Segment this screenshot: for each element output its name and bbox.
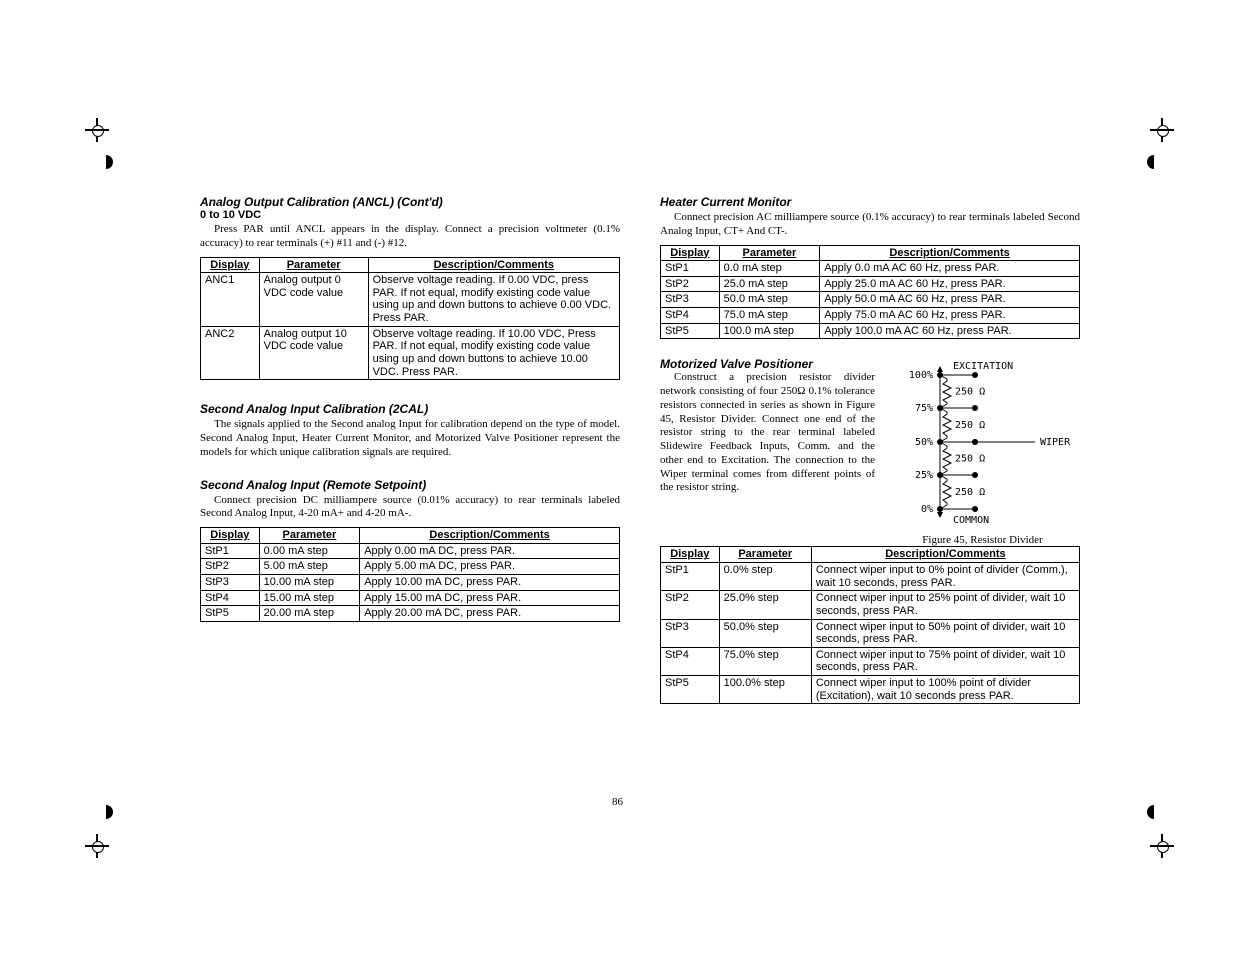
second-input-heading: Second Analog Input (Remote Setpoint) (200, 478, 620, 492)
ancl-table: DisplayParameterDescription/CommentsANC1… (200, 257, 620, 381)
second-input-table: DisplayParameterDescription/CommentsStP1… (200, 527, 620, 622)
second-input-body: Connect precision DC milliampere source … (200, 494, 620, 522)
page-number: 86 (0, 796, 1235, 808)
svg-text:25%: 25% (915, 470, 933, 481)
ancl-subheading: 0 to 10 VDC (200, 209, 620, 221)
heater-table: DisplayParameterDescription/CommentsStP1… (660, 245, 1080, 340)
figure-caption: Figure 45, Resistor Divider (885, 534, 1080, 546)
crop-mark (1150, 834, 1174, 858)
svg-text:EXCITATION: EXCITATION (953, 361, 1013, 372)
crop-mark (85, 118, 109, 142)
svg-text:250 Ω: 250 Ω (955, 420, 985, 431)
heater-heading: Heater Current Monitor (660, 195, 1080, 209)
resistor-divider-figure: 100% 250 Ω 75% 250 Ω 50% 250 Ω 25% 250 Ω 0% EXCI… (885, 357, 1080, 546)
ancl-body: Press PAR until ANCL appears in the disp… (200, 223, 620, 251)
left-column: Analog Output Calibration (ANCL) (Cont'd… (200, 195, 620, 710)
svg-text:COMMON: COMMON (953, 515, 989, 526)
crop-mark (1150, 118, 1174, 142)
second-cal-heading: Second Analog Input Calibration (2CAL) (200, 402, 620, 416)
svg-text:50%: 50% (915, 437, 933, 448)
crop-mark (85, 834, 109, 858)
svg-text:WIPER: WIPER (1040, 437, 1071, 448)
second-cal-body: The signals applied to the Second analog… (200, 418, 620, 459)
mvp-table: DisplayParameterDescription/CommentsStP1… (660, 546, 1080, 704)
svg-text:0%: 0% (921, 504, 933, 515)
half-dot-mark (106, 155, 120, 169)
svg-text:250 Ω: 250 Ω (955, 454, 985, 465)
mvp-body: Construct a precision resistor divider n… (660, 371, 875, 495)
ancl-heading: Analog Output Calibration (ANCL) (Cont'd… (200, 195, 620, 209)
svg-text:250 Ω: 250 Ω (955, 387, 985, 398)
svg-text:250 Ω: 250 Ω (955, 487, 985, 498)
mvp-heading: Motorized Valve Positioner (660, 357, 875, 371)
half-dot-mark (1140, 155, 1154, 169)
heater-body: Connect precision AC milliampere source … (660, 211, 1080, 239)
svg-text:75%: 75% (915, 403, 933, 414)
svg-text:100%: 100% (909, 370, 933, 381)
right-column: Heater Current Monitor Connect precision… (660, 195, 1080, 710)
